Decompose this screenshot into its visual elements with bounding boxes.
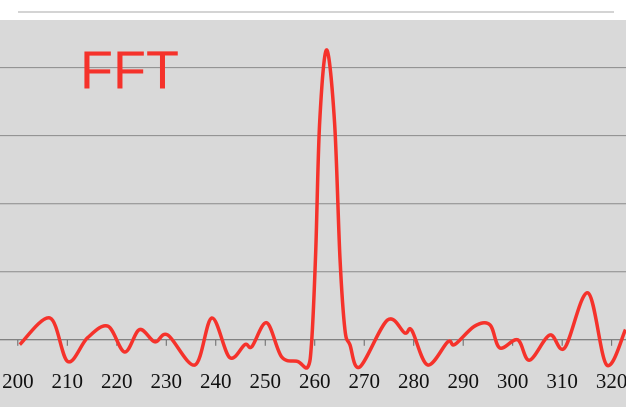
x-tick-label: 280 bbox=[398, 369, 430, 393]
series-line bbox=[18, 48, 626, 370]
x-tick-label: 210 bbox=[52, 369, 84, 393]
x-tick-label: 220 bbox=[101, 369, 133, 393]
x-tick-label: 260 bbox=[299, 369, 331, 393]
x-tick-label: 240 bbox=[200, 369, 232, 393]
x-tick-label: 200 bbox=[2, 369, 34, 393]
x-tick-label: 250 bbox=[249, 369, 281, 393]
x-tick-label: 270 bbox=[348, 369, 380, 393]
x-tick-label: 320 bbox=[596, 369, 626, 393]
chart-title: FFT bbox=[80, 40, 179, 100]
marks bbox=[18, 48, 626, 370]
x-tick-label: 310 bbox=[546, 369, 578, 393]
x-tick-label: 290 bbox=[447, 369, 479, 393]
x-tick-label: 230 bbox=[151, 369, 183, 393]
x-tick-label: 300 bbox=[497, 369, 529, 393]
